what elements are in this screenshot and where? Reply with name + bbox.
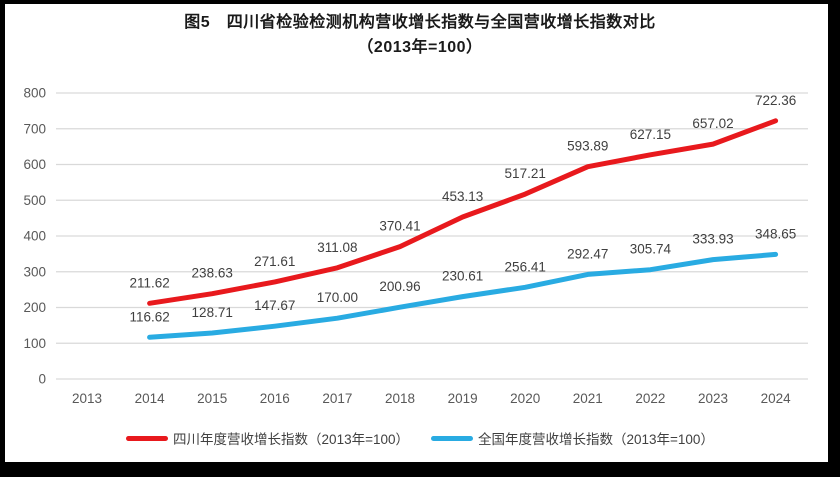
x-tick-label: 2017: [322, 391, 352, 406]
data-label-series-0: 271.61: [254, 254, 295, 269]
data-label-series-1: 147.67: [254, 298, 295, 313]
data-label-series-0: 657.02: [692, 116, 733, 131]
x-tick-label: 2014: [135, 391, 166, 406]
y-tick-label: 500: [23, 193, 46, 208]
data-label-series-1: 116.62: [129, 309, 169, 324]
chart-title-line2: （2013年=100）: [357, 39, 483, 56]
y-tick-label: 600: [23, 157, 46, 172]
data-label-series-1: 305.74: [630, 242, 672, 257]
y-tick-label: 0: [38, 372, 46, 387]
x-tick-label: 2019: [448, 391, 478, 406]
x-tick-label: 2013: [72, 391, 102, 406]
y-tick-label: 200: [23, 300, 46, 315]
data-label-series-0: 453.13: [442, 189, 483, 204]
chart-area: [5, 4, 828, 462]
data-label-series-0: 517.21: [505, 166, 546, 181]
data-label-series-1: 230.61: [442, 269, 483, 284]
legend-swatch-sichuan-line: [126, 435, 169, 441]
x-tick-label: 2023: [698, 391, 728, 406]
x-tick-label: 2024: [761, 391, 792, 406]
y-tick-label: 300: [23, 264, 46, 279]
chart-title: 图5 四川省检验检测机构营收增长指数与全国营收增长指数对比 （2013年=100…: [0, 10, 840, 60]
data-label-series-0: 627.15: [630, 127, 671, 142]
y-tick-label: 700: [23, 121, 46, 136]
x-tick-label: 2020: [510, 391, 540, 406]
chart-legend: 四川年度营收增长指数（2013年=100） 全国年度营收增长指数（2013年=1…: [0, 428, 840, 448]
data-label-series-1: 128.71: [192, 305, 233, 320]
data-label-series-0: 211.62: [129, 275, 169, 290]
chart-title-line1: 图5 四川省检验检测机构营收增长指数与全国营收增长指数对比: [184, 14, 656, 31]
data-label-series-0: 238.63: [192, 266, 233, 281]
legend-label-national: 全国年度营收增长指数（2013年=100）: [478, 432, 714, 447]
data-label-series-0: 722.36: [755, 93, 796, 108]
data-label-series-1: 292.47: [567, 246, 608, 261]
series-line-0: [147, 118, 779, 306]
y-tick-label: 100: [23, 336, 46, 351]
x-tick-label: 2018: [385, 391, 415, 406]
legend-label-sichuan: 四川年度营收增长指数（2013年=100）: [173, 432, 409, 447]
data-label-series-0: 370.41: [379, 219, 420, 234]
legend-item-sichuan: 四川年度营收增长指数（2013年=100）: [126, 428, 409, 448]
data-label-series-1: 200.96: [379, 279, 420, 294]
series-line-1: [147, 251, 779, 340]
data-label-series-1: 348.65: [755, 226, 796, 241]
legend-swatch-national-line: [431, 435, 473, 441]
data-label-series-1: 170.00: [317, 290, 358, 305]
x-tick-label: 2021: [573, 391, 603, 406]
data-label-series-1: 333.93: [692, 232, 733, 247]
x-tick-label: 2022: [635, 391, 665, 406]
data-label-series-1: 256.41: [505, 259, 546, 274]
y-tick-label: 800: [23, 86, 46, 101]
data-label-series-0: 311.08: [317, 240, 357, 255]
data-label-series-0: 593.89: [567, 139, 608, 154]
y-tick-label: 400: [23, 229, 46, 244]
legend-item-national: 全国年度营收增长指数（2013年=100）: [431, 428, 714, 448]
x-tick-label: 2016: [260, 391, 290, 406]
x-tick-label: 2015: [197, 391, 227, 406]
